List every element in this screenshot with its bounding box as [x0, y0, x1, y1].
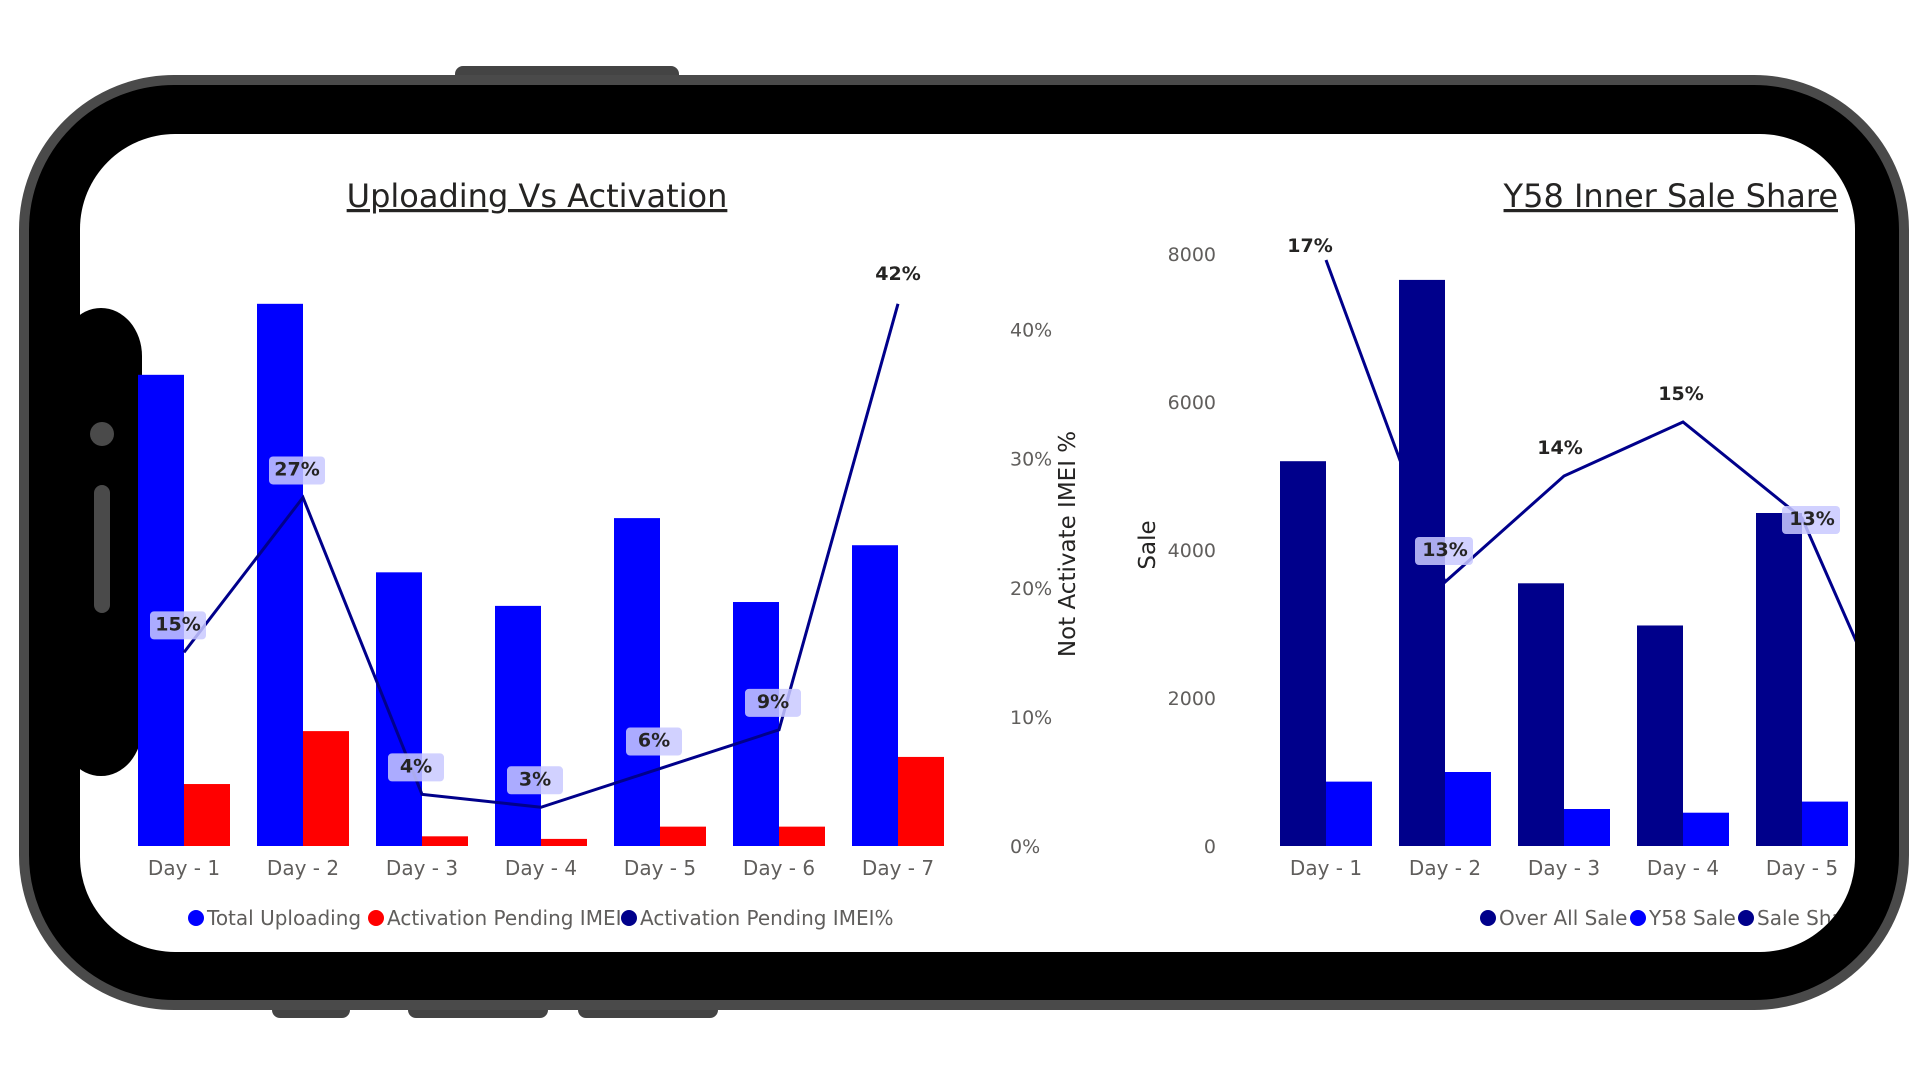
- pending-percent-line: [182, 303, 900, 809]
- speaker-grille-icon: [94, 485, 110, 613]
- y-tick-label: 6000: [1168, 392, 1216, 414]
- x-tick-label: Day - 2: [267, 856, 339, 880]
- data-label-background: [269, 456, 325, 485]
- line-data-label: 14%: [1537, 437, 1582, 459]
- line-data-label: 27%: [274, 458, 319, 480]
- y2-tick-label: 20%: [1010, 578, 1052, 600]
- bar-total-uploading: [614, 518, 660, 846]
- y-tick-label: 0: [1204, 836, 1216, 858]
- y2-tick-label: 30%: [1010, 449, 1052, 471]
- bar-total-uploading: [257, 303, 303, 846]
- legend-marker-icon: [368, 910, 384, 926]
- bar-over-all-sale: [1637, 625, 1683, 846]
- legend-label: Activation Pending IMEI: [387, 906, 621, 930]
- bar-total-uploading: [376, 572, 422, 846]
- bar-activation-pending: [303, 731, 349, 846]
- x-tick-label: Day - 4: [505, 856, 577, 880]
- data-label-background: [626, 727, 682, 756]
- x-tick-label: Day - 5: [624, 856, 696, 880]
- front-camera-icon: [90, 422, 114, 446]
- data-label-background: [388, 753, 444, 782]
- line-data-label: 6%: [638, 730, 670, 752]
- data-label-background: [1782, 506, 1840, 534]
- line-data-label: 4%: [400, 755, 432, 777]
- bar-total-uploading: [138, 374, 184, 846]
- y2-tick-label: 10%: [1010, 707, 1052, 729]
- bar-over-all-sale: [1518, 583, 1564, 846]
- line-data-label: 13%: [1422, 539, 1467, 561]
- bar-y58-sale: [1802, 801, 1848, 846]
- legend-label: Y58 Sale: [1648, 906, 1736, 930]
- sale-share-line: [1324, 259, 1855, 651]
- bar-activation-pending: [660, 826, 706, 846]
- y-axis-title: Sale: [1135, 520, 1161, 569]
- y2-tick-label: 0%: [1010, 836, 1040, 858]
- legend-marker-icon: [188, 910, 204, 926]
- line-data-label: 15%: [1658, 383, 1703, 405]
- bar-over-all-sale: [1756, 513, 1802, 846]
- y-tick-label: 2000: [1168, 688, 1216, 710]
- bar-y58-sale: [1564, 809, 1610, 846]
- data-label-background: [745, 688, 801, 717]
- bar-activation-pending: [779, 826, 825, 846]
- data-label-background: [150, 611, 206, 640]
- line-data-label: 9%: [757, 691, 789, 713]
- x-tick-label: Day - 2: [1409, 856, 1481, 880]
- x-tick-label: Day - 4: [1647, 856, 1719, 880]
- bar-activation-pending: [541, 838, 587, 846]
- y2-axis-title: Not Activate IMEI %: [1055, 431, 1081, 657]
- bar-activation-pending: [184, 784, 230, 846]
- bar-activation-pending: [898, 756, 944, 846]
- x-tick-label: Day - 3: [386, 856, 458, 880]
- line-data-label: 15%: [155, 613, 200, 635]
- bar-total-uploading: [733, 602, 779, 846]
- uploading-vs-activation-chart: Uploading Vs Activation 15% 27% 4% 3% 6% 9% 42…: [138, 177, 1081, 930]
- legend-label: Over All Sale: [1499, 906, 1627, 930]
- legend-marker-icon: [1480, 910, 1496, 926]
- y-tick-label: 8000: [1168, 244, 1216, 266]
- legend-marker-icon: [621, 910, 637, 926]
- data-label-background: [507, 766, 563, 795]
- legend-marker-icon: [1738, 910, 1754, 926]
- chart-title: Y58 Inner Sale Share: [1503, 177, 1838, 215]
- y-tick-label: 4000: [1168, 540, 1216, 562]
- x-tick-label: Day - 1: [1290, 856, 1362, 880]
- line-data-label: 42%: [875, 263, 920, 285]
- bar-total-uploading: [495, 605, 541, 846]
- bar-y58-sale: [1683, 812, 1729, 846]
- legend-label: Activation Pending IMEI%: [640, 906, 894, 930]
- chart-title: Uploading Vs Activation: [347, 177, 728, 215]
- y2-tick-label: 40%: [1010, 320, 1052, 342]
- bar-activation-pending: [422, 836, 468, 846]
- line-data-label: 3%: [519, 768, 551, 790]
- data-label-background: [1415, 537, 1473, 565]
- bar-y58-sale: [1445, 772, 1491, 846]
- x-tick-label: Day - 3: [1528, 856, 1600, 880]
- legend-marker-icon: [1630, 910, 1646, 926]
- x-tick-label: Day - 7: [862, 856, 934, 880]
- y58-inner-sale-share-chart: Y58 Inner Sale Share 0 2000 4000 6000 8000 S…: [1135, 177, 1855, 930]
- bar-total-uploading: [852, 545, 898, 846]
- x-tick-label: Day - 6: [743, 856, 815, 880]
- line-data-label: 17%: [1287, 235, 1332, 257]
- x-tick-label: Day - 5: [1766, 856, 1838, 880]
- legend-label: Total Uploading: [206, 906, 361, 930]
- line-data-label: 13%: [1789, 508, 1834, 530]
- bar-over-all-sale: [1280, 461, 1326, 846]
- bar-y58-sale: [1326, 781, 1372, 846]
- x-tick-label: Day - 1: [148, 856, 220, 880]
